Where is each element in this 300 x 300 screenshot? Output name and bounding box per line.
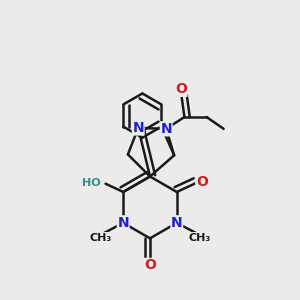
Text: O: O: [175, 82, 187, 96]
Text: CH₃: CH₃: [89, 232, 112, 243]
Text: CH₃: CH₃: [188, 232, 211, 243]
Text: N: N: [117, 216, 129, 230]
Text: N: N: [160, 122, 172, 136]
Text: O: O: [144, 258, 156, 272]
Text: HO: HO: [82, 178, 100, 188]
Text: N: N: [171, 216, 183, 230]
Text: N: N: [132, 121, 144, 135]
Text: O: O: [196, 175, 208, 189]
